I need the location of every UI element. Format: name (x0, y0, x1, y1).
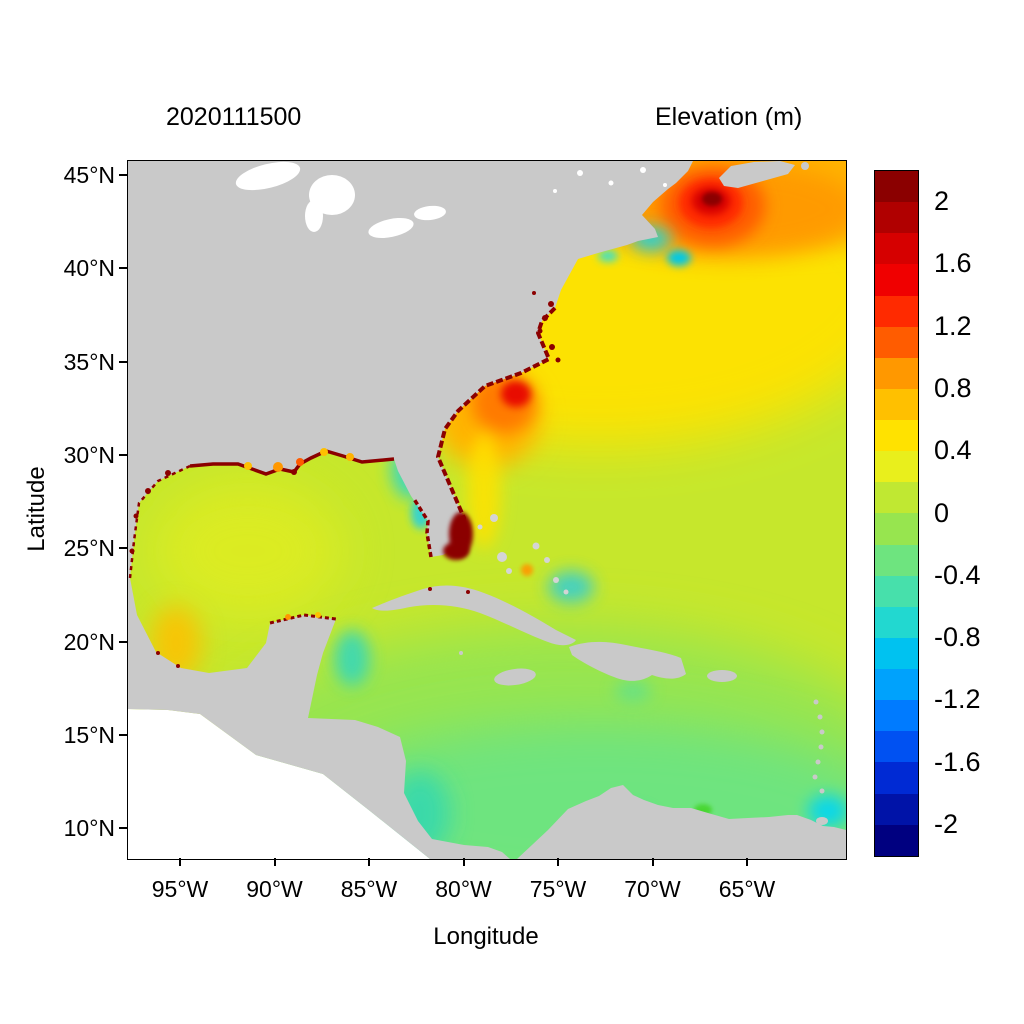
y-tick-mark (119, 827, 127, 830)
y-tick-label: 40°N (63, 255, 115, 282)
islands-bahamas (477, 514, 569, 595)
colorbar-block (875, 420, 918, 452)
map-canvas (128, 161, 846, 859)
timestamp-title: 2020111500 (166, 103, 302, 131)
y-tick-mark (119, 174, 127, 176)
x-tick-mark (273, 858, 276, 866)
great-lakes (235, 161, 667, 239)
colorbar-tick-label: -0.4 (934, 559, 981, 590)
colorbar-block (875, 357, 918, 389)
colorbar-block (875, 669, 918, 701)
colorbar-tick-label: -1.2 (934, 684, 981, 715)
colorbar-block (875, 700, 918, 732)
colorbar-tick-label: -0.8 (934, 622, 981, 653)
colorbar-title: Elevation (m) (655, 103, 803, 131)
land-nova-scotia (719, 161, 795, 188)
colorbar-block (875, 388, 918, 420)
x-tick-mark (746, 858, 748, 866)
y-tick-label: 15°N (63, 721, 115, 748)
y-tick-label: 30°N (63, 441, 115, 468)
colorbar-tick-label: -2 (934, 808, 959, 839)
x-tick-label: 95°W (151, 876, 209, 902)
y-tick-mark (119, 267, 127, 270)
y-tick-mark (119, 453, 127, 456)
colorbar-tick-label: 1.6 (934, 248, 972, 279)
island-cayman (459, 651, 463, 655)
x-tick-label: 75°W (529, 876, 587, 902)
y-tick-label: 20°N (63, 628, 115, 655)
x-tick-mark (651, 858, 654, 866)
colorbar-tick-label: 0.8 (934, 372, 972, 403)
colorbar-block (875, 482, 918, 514)
island-jamaica (494, 668, 536, 686)
colorbar-tick-label: 0 (934, 497, 950, 528)
colorbar-block (875, 202, 918, 234)
x-tick-mark (179, 858, 181, 866)
colorbar-block (875, 264, 918, 296)
land-south-america (517, 785, 846, 859)
y-tick-mark (119, 547, 127, 550)
x-tick-label: 80°W (435, 876, 492, 902)
colorbar-tick-label: -1.6 (934, 746, 981, 777)
x-tick-mark (368, 858, 370, 866)
colorbar-tick-label: 0.4 (934, 435, 972, 466)
colorbar-block (875, 233, 918, 265)
colorbar (874, 170, 919, 857)
y-tick-mark (119, 640, 127, 643)
colorbar-block (875, 295, 918, 327)
landmass (128, 161, 846, 859)
colorbar-block (875, 326, 918, 358)
x-tick-label: 65°W (718, 876, 776, 902)
colorbar-block (875, 171, 918, 203)
colorbar-tick-label: 2 (934, 186, 950, 217)
colorbar-block (875, 824, 918, 856)
y-tick-label: 10°N (63, 815, 115, 842)
x-tick-label: 85°W (340, 876, 398, 902)
colorbar-block (875, 513, 918, 545)
y-tick-mark (119, 733, 127, 736)
colorbar-block (875, 762, 918, 794)
x-tick-label: 90°W (246, 876, 303, 902)
colorbar-block (875, 793, 918, 825)
colorbar-block (875, 544, 918, 576)
map-plot-area (127, 160, 847, 860)
x-axis-label: Longitude (433, 923, 539, 950)
colorbar-block (875, 451, 918, 483)
colorbar-block (875, 575, 918, 607)
island-cuba (372, 585, 576, 646)
x-tick-mark (462, 858, 465, 866)
colorbar-tick-label: 1.2 (934, 310, 972, 341)
x-tick-label: 70°W (624, 876, 681, 902)
islands-lesser-antilles (812, 699, 825, 794)
x-tick-mark (557, 858, 559, 866)
y-axis-label: Latitude (23, 466, 50, 552)
colorbar-block (875, 637, 918, 669)
colorbar-block (875, 731, 918, 763)
land-cape-breton (801, 162, 809, 170)
land-north-central-america (128, 161, 693, 859)
y-tick-label: 25°N (63, 535, 115, 562)
island-trinidad (816, 817, 828, 825)
island-hispaniola (569, 641, 686, 681)
y-tick-label: 35°N (63, 348, 115, 375)
colorbar-block (875, 606, 918, 638)
y-tick-label: 45°N (63, 162, 115, 188)
pacific-no-data (128, 709, 430, 859)
y-tick-mark (119, 360, 127, 363)
island-puerto-rico (707, 670, 737, 682)
coastal-surge-spots (129, 291, 561, 668)
